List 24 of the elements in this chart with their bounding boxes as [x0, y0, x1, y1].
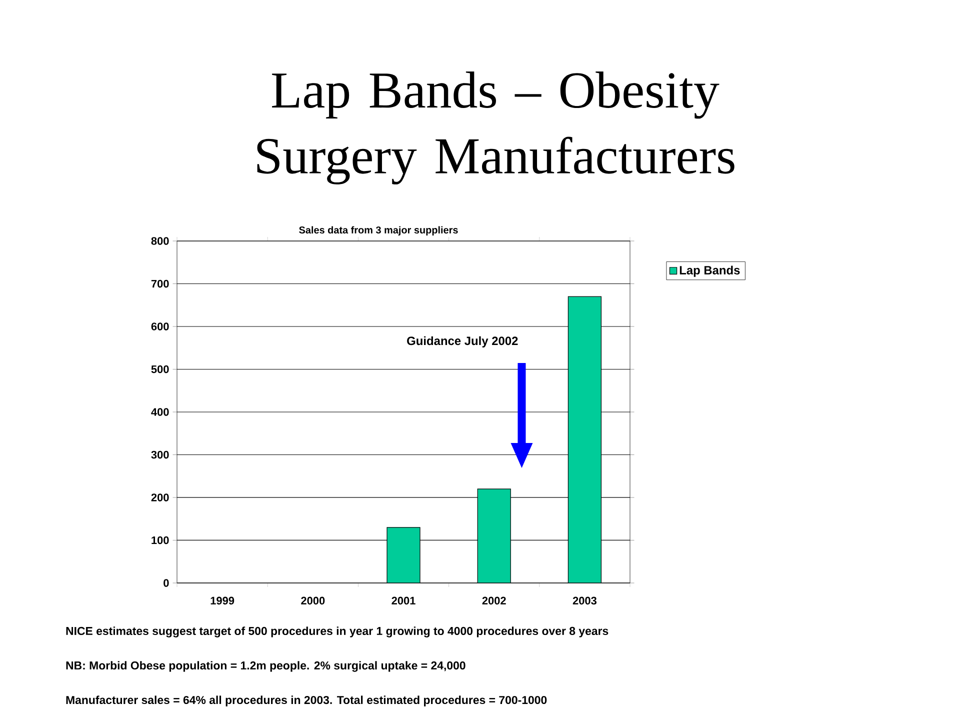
- y-tick-label: 400: [151, 408, 169, 416]
- y-tick-label: 200: [151, 494, 169, 502]
- bar: [477, 488, 511, 583]
- y-tick-label: 700: [151, 280, 169, 288]
- bar: [386, 527, 420, 583]
- y-tick-label: 800: [151, 237, 169, 245]
- annotation: Guidance July 2002: [407, 336, 518, 348]
- x-tick-label: 2001: [392, 596, 416, 605]
- text: Manufacturer sales = 64% all procedures in 2003. Total estimated procedures = 700-1000: [66, 696, 547, 706]
- text: NICE estimates suggest target of 500 procedures in year 1 growing to 4000 procedures over 8 years: [66, 626, 608, 638]
- legend-label: Lap Bands: [680, 266, 740, 277]
- y-tick-label: 300: [151, 450, 169, 459]
- y-tick-label: 100: [152, 536, 169, 544]
- x-tick-label: 2003: [572, 596, 596, 605]
- y-tick-label: 600: [151, 322, 169, 330]
- bar: [568, 296, 602, 583]
- text: NB: Morbid Obese population = 1.2m people. 2% surgical uptake = 24,000: [66, 661, 466, 672]
- y-tick-label: 0: [164, 579, 169, 587]
- x-tick-label: 2000: [301, 596, 325, 605]
- x-tick-label: 1999: [210, 596, 234, 605]
- y-tick-label: 500: [151, 365, 169, 374]
- chart-title: Lap Bands – Obesity Surgery Manufacturers: [257, 72, 734, 184]
- chart-subtitle: Sales data from 3 major suppliers: [299, 226, 458, 236]
- x-tick-label: 2002: [482, 596, 506, 605]
